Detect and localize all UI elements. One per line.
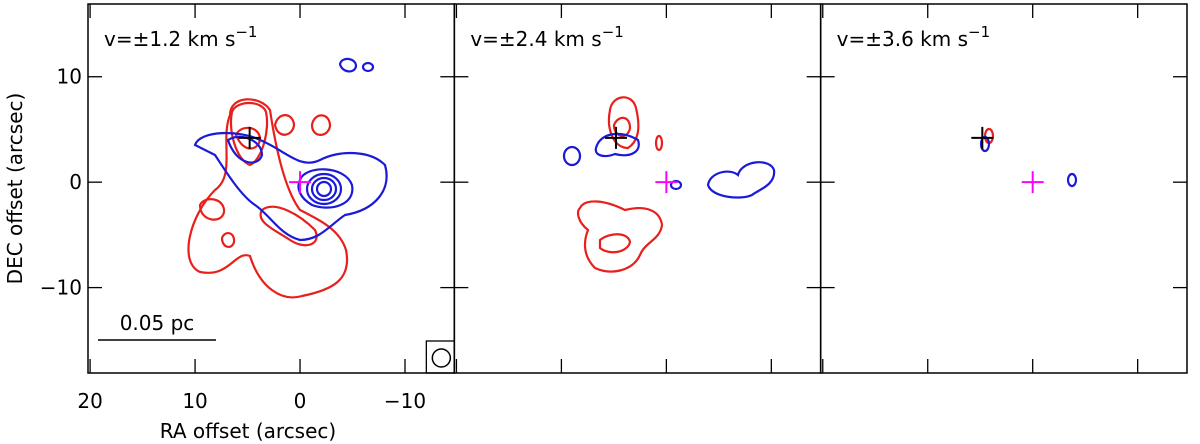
- panel-label: v=±3.6 km s−1: [837, 23, 990, 51]
- contour: [607, 96, 640, 150]
- contour: [273, 114, 296, 136]
- x-tick-label: 0: [294, 389, 307, 413]
- scale-bar-label: 0.05 pc: [120, 311, 195, 335]
- contour: [315, 180, 333, 198]
- panel-frame: [453, 3, 822, 374]
- contour: [654, 134, 664, 152]
- contour: [577, 200, 664, 273]
- contour: [562, 145, 582, 167]
- contour: [669, 179, 683, 191]
- contour: [1066, 172, 1078, 188]
- x-tick-label: 20: [77, 389, 102, 413]
- panel-label: v=±2.4 km s−1: [470, 23, 623, 51]
- panel-label-text: v=±1.2 km s: [104, 27, 235, 51]
- y-axis-label: DEC offset (arcsec): [3, 93, 27, 285]
- contour: [598, 233, 632, 254]
- panel-label-text: v=±3.6 km s: [837, 27, 968, 51]
- beam: [431, 348, 452, 368]
- contour: [297, 168, 354, 209]
- x-axis-label: RA offset (arcsec): [160, 419, 336, 443]
- y-tick-label: 0: [69, 170, 82, 194]
- y-tick-label: 10: [57, 65, 82, 89]
- contour: [338, 57, 358, 73]
- panel-label-sup: −1: [235, 23, 257, 41]
- panel-frame: [819, 3, 1188, 374]
- contour: [310, 176, 338, 202]
- contour: [193, 131, 388, 242]
- panel-label-text: v=±2.4 km s: [470, 27, 601, 51]
- contour: [594, 132, 640, 158]
- contour: [187, 98, 349, 299]
- contour: [259, 205, 318, 247]
- contour: [706, 161, 776, 199]
- x-tick-label: 10: [182, 389, 207, 413]
- panel-label-sup: −1: [968, 23, 990, 41]
- panel-label: v=±1.2 km s−1: [104, 23, 257, 51]
- panel-label-sup: −1: [602, 23, 624, 41]
- contour: [198, 198, 226, 221]
- contour: [361, 61, 375, 73]
- contours: [187, 57, 1078, 299]
- y-tick-label: −10: [40, 276, 82, 300]
- contour: [310, 114, 332, 136]
- contour: [305, 172, 343, 206]
- x-tick-label: −10: [384, 389, 426, 413]
- contour: [220, 232, 236, 248]
- contour: [229, 101, 269, 167]
